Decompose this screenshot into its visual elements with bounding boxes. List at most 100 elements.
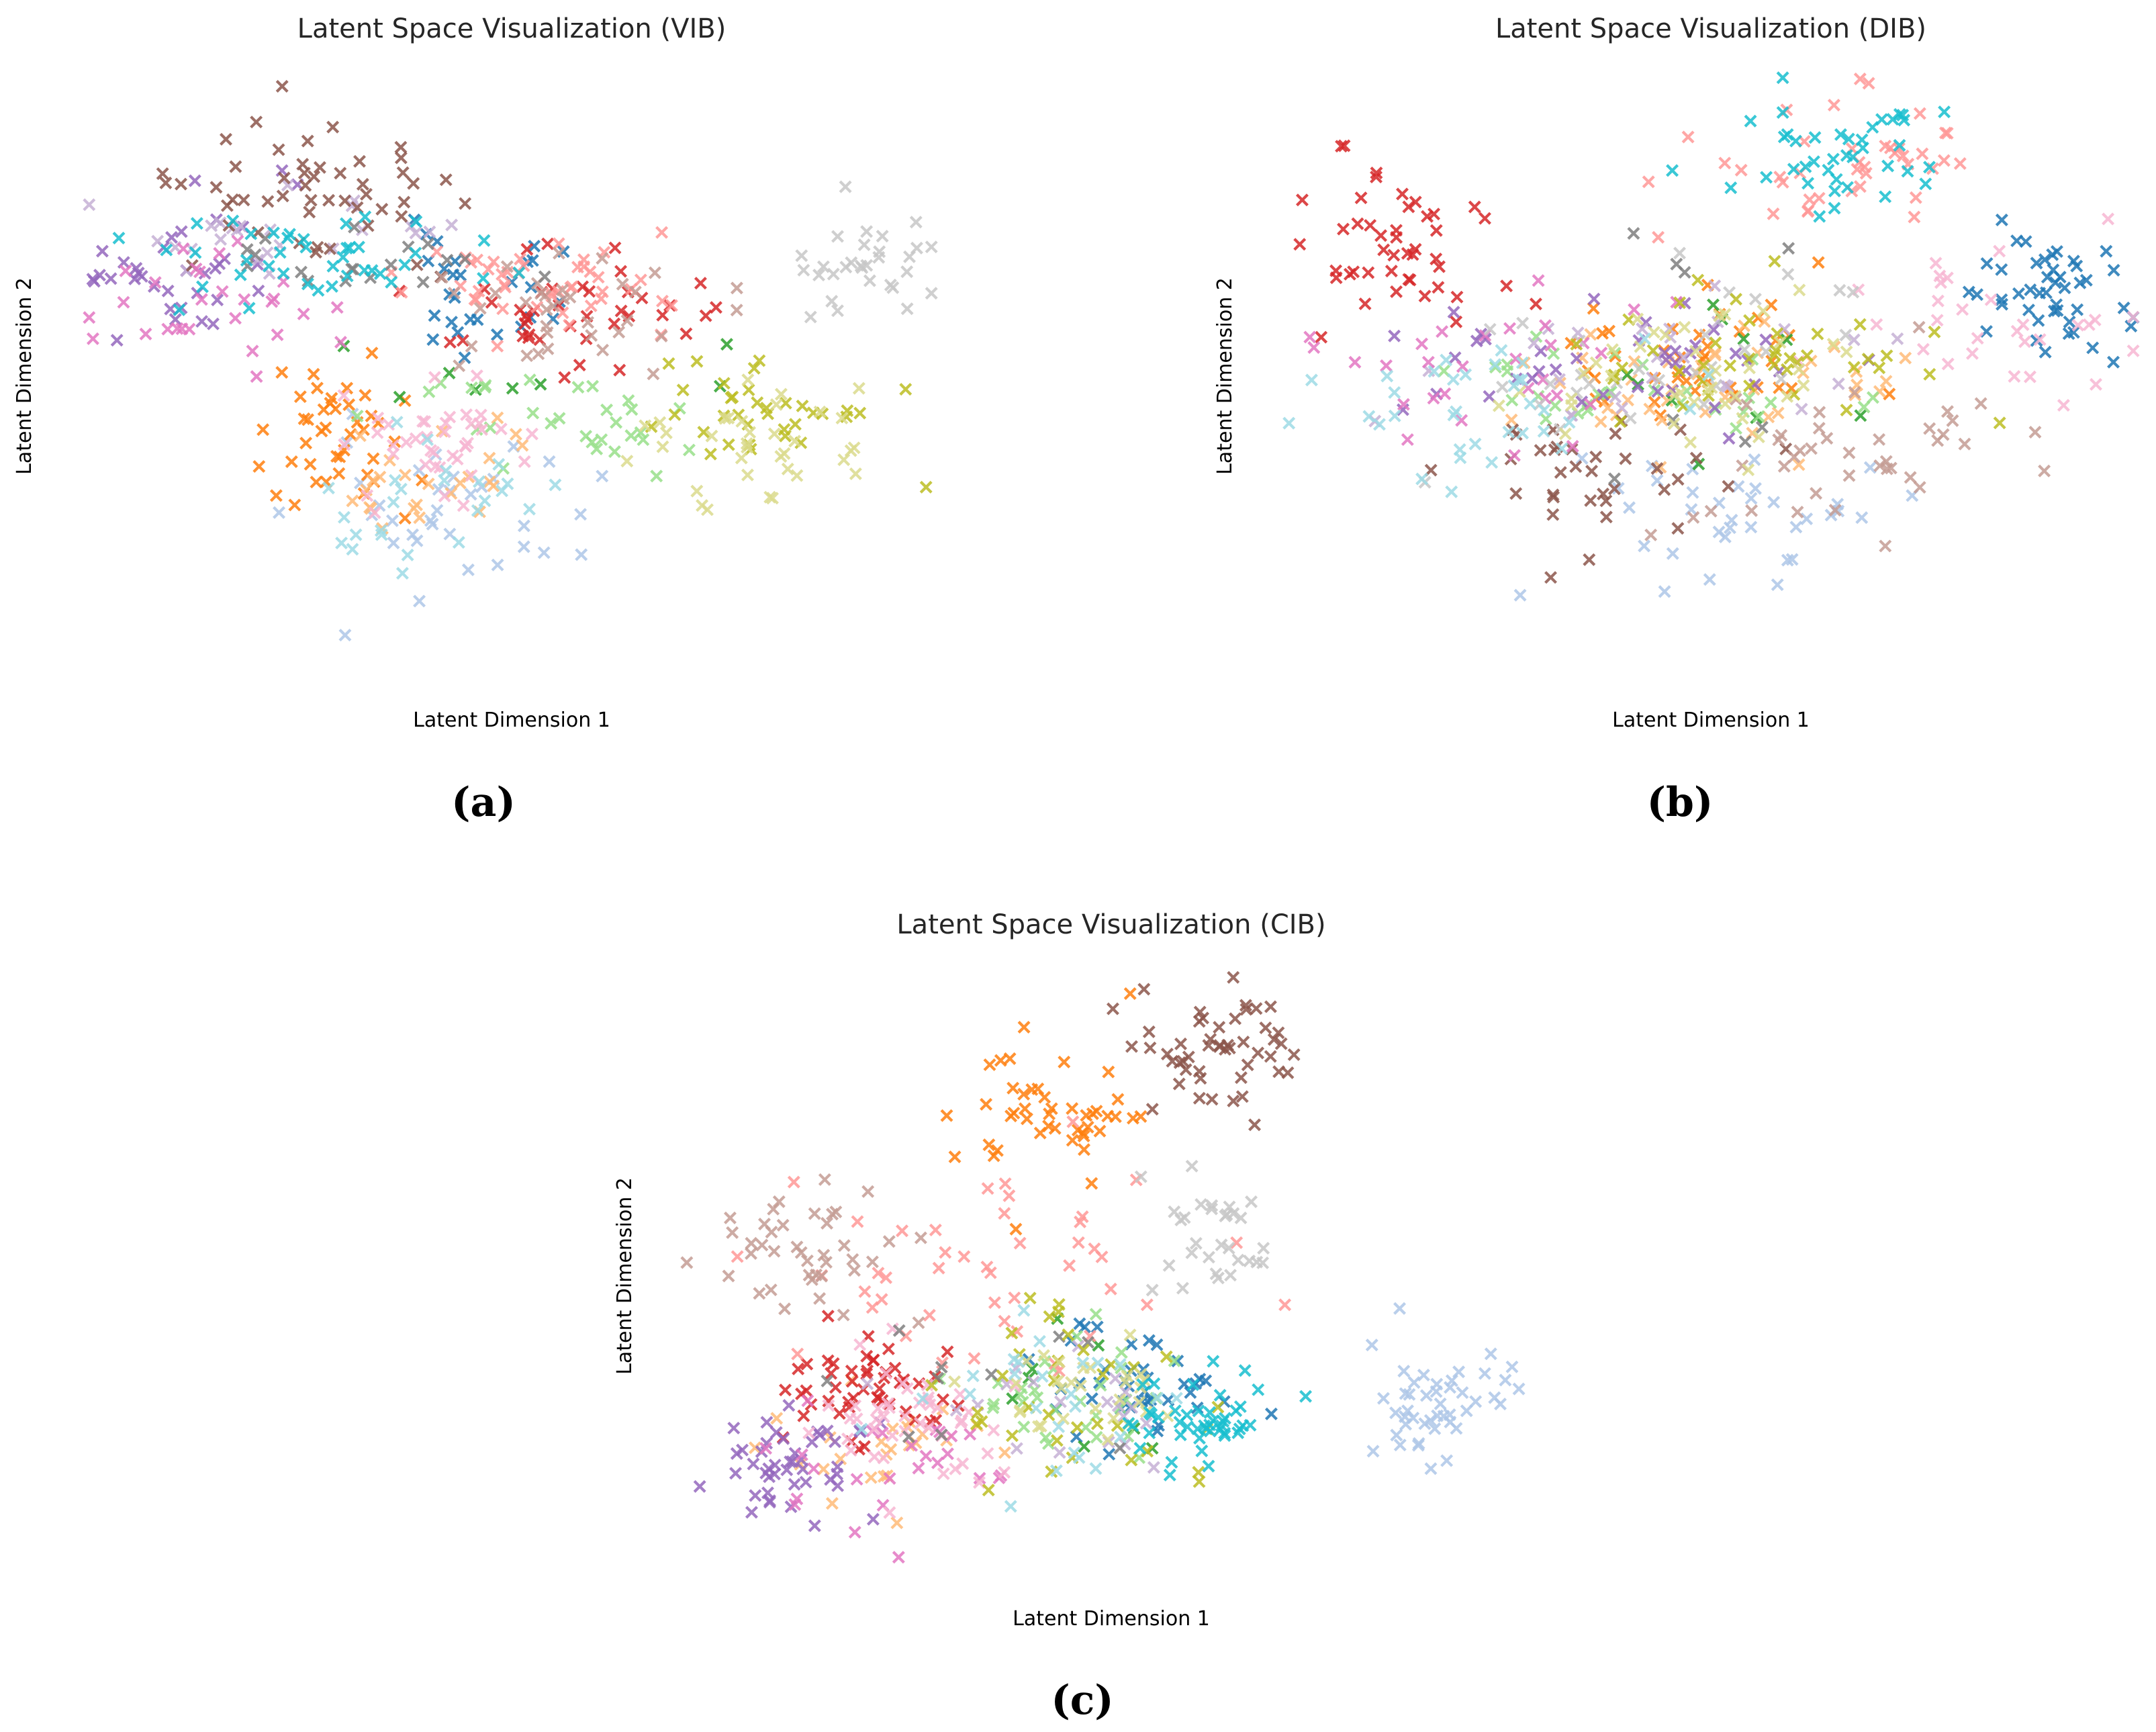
scatter-point-class-19 [338, 510, 350, 524]
scatter-point-class-13 [371, 426, 384, 439]
scatter-point-class-10 [313, 161, 326, 174]
scatter-point-class-16 [982, 1484, 995, 1497]
scatter-point-class-19 [1495, 344, 1508, 357]
scatter-point-class-18 [1724, 181, 1738, 195]
scatter-point-class-13 [361, 489, 374, 502]
scatter-point-class-6 [656, 308, 669, 322]
scatter-point-class-2 [332, 467, 346, 480]
scatter-point-class-8 [209, 262, 222, 275]
scatter-point-class-7 [1896, 149, 1910, 163]
scatter-point-class-10 [1197, 1011, 1210, 1025]
scatter-point-class-17 [718, 412, 732, 425]
scatter-point-class-18 [1168, 1404, 1182, 1418]
scatter-point-class-7 [980, 1261, 994, 1274]
scatter-point-class-6 [443, 336, 457, 349]
scatter-point-class-17 [847, 441, 861, 455]
scatter-point-class-15 [1495, 380, 1509, 394]
scatter-point-class-17 [1031, 1420, 1045, 1433]
scatter-point-class-0 [2053, 271, 2067, 284]
scatter-point-class-19 [1151, 1392, 1164, 1405]
scatter-point-class-1 [1434, 1397, 1447, 1410]
scatter-point-class-6 [1433, 260, 1446, 273]
scatter-point-class-14 [348, 220, 361, 234]
scatter-point-class-13 [2071, 318, 2085, 332]
scatter-point-class-5 [1039, 1431, 1052, 1445]
scatter-point-class-11 [745, 1236, 758, 1250]
scatter-point-class-13 [955, 1414, 968, 1427]
scatter-point-class-18 [1203, 1424, 1217, 1438]
scatter-point-class-18 [1776, 71, 1789, 85]
scatter-point-class-13 [1941, 357, 1955, 371]
scatter-point-class-11 [648, 266, 661, 279]
scatter-point-class-1 [1575, 452, 1589, 465]
scatter-point-class-11 [500, 260, 514, 273]
scatter-point-class-13 [460, 408, 473, 421]
scatter-point-class-15 [925, 287, 938, 300]
scatter-point-class-17 [1113, 1393, 1127, 1406]
scatter-point-class-10 [1125, 1040, 1138, 1053]
scatter-point-class-11 [765, 1226, 778, 1239]
scatter-point-class-4 [720, 338, 733, 351]
scatter-point-class-8 [831, 1479, 845, 1492]
scatter-point-class-13 [443, 410, 457, 424]
scatter-point-class-18 [312, 283, 325, 297]
scatter-point-class-10 [1585, 465, 1599, 478]
scatter-point-class-19 [322, 482, 335, 495]
scatter-point-class-18 [283, 228, 296, 241]
scatter-point-class-7 [1908, 210, 1921, 224]
scatter-point-class-10 [410, 258, 424, 271]
scatter-point-class-6 [1403, 273, 1417, 287]
scatter-point-class-3 [1879, 375, 1893, 388]
scatter-point-class-11 [722, 1269, 735, 1283]
scatter-point-class-6 [1362, 266, 1375, 279]
scatter-point-class-7 [872, 1267, 885, 1280]
scatter-point-class-11 [647, 367, 660, 381]
scatter-point-class-16 [1050, 1434, 1064, 1447]
scatter-point-class-16 [1005, 1326, 1019, 1340]
scatter-point-class-2 [310, 381, 324, 395]
scatter-point-class-17 [741, 468, 754, 482]
scatter-point-class-16 [971, 1406, 984, 1419]
scatter-point-class-7 [1909, 191, 1922, 204]
scatter-point-class-7 [896, 1224, 909, 1238]
scatter-point-class-6 [613, 363, 626, 377]
scatter-point-class-19 [492, 457, 506, 471]
scatter-point-class-3 [1771, 406, 1785, 420]
scatter-point-class-9 [1528, 336, 1541, 350]
scatter-point-class-19 [1427, 365, 1441, 378]
scatter-point-class-19 [1538, 404, 1550, 417]
plot-area-vib [83, 80, 938, 642]
scatter-point-class-19 [388, 473, 402, 487]
scatter-point-class-12 [1380, 359, 1393, 373]
scatter-point-class-18 [112, 232, 126, 245]
scatter-point-class-10 [1671, 473, 1685, 486]
scatter-point-class-6 [558, 371, 571, 384]
scatter-point-class-8 [86, 273, 99, 286]
scatter-point-class-19 [964, 1387, 977, 1401]
scatter-point-class-13 [1929, 257, 1942, 270]
scatter-point-class-2 [359, 389, 372, 402]
panel-cib: Latent Space Visualization (CIB) Latent … [613, 909, 1526, 1724]
scatter-point-class-1 [1389, 1406, 1403, 1420]
scatter-point-class-15 [825, 295, 839, 308]
scatter-point-class-8 [1597, 388, 1610, 402]
scatter-point-class-19 [1459, 368, 1472, 381]
scatter-point-class-12 [1532, 274, 1545, 287]
scatter-point-class-10 [1174, 1037, 1188, 1050]
scatter-point-class-15 [1775, 372, 1788, 385]
scatter-point-class-1 [1488, 1391, 1501, 1404]
scatter-point-class-13 [2010, 324, 2024, 338]
scatter-point-class-14 [902, 1430, 915, 1443]
scatter-point-class-6 [1351, 217, 1364, 230]
scatter-point-class-17 [1057, 1412, 1070, 1426]
scatter-point-class-18 [244, 227, 258, 240]
scatter-point-class-6 [1529, 298, 1542, 311]
scatter-point-class-10 [174, 177, 187, 191]
scatter-point-class-16 [1697, 359, 1710, 372]
scatter-point-class-17 [1631, 312, 1644, 326]
scatter-point-class-11 [861, 1185, 875, 1198]
scatter-point-class-2 [1045, 1102, 1058, 1115]
scatter-point-class-12 [1455, 414, 1468, 427]
scatter-point-class-11 [453, 359, 466, 373]
scatter-point-class-11 [1946, 414, 1959, 427]
